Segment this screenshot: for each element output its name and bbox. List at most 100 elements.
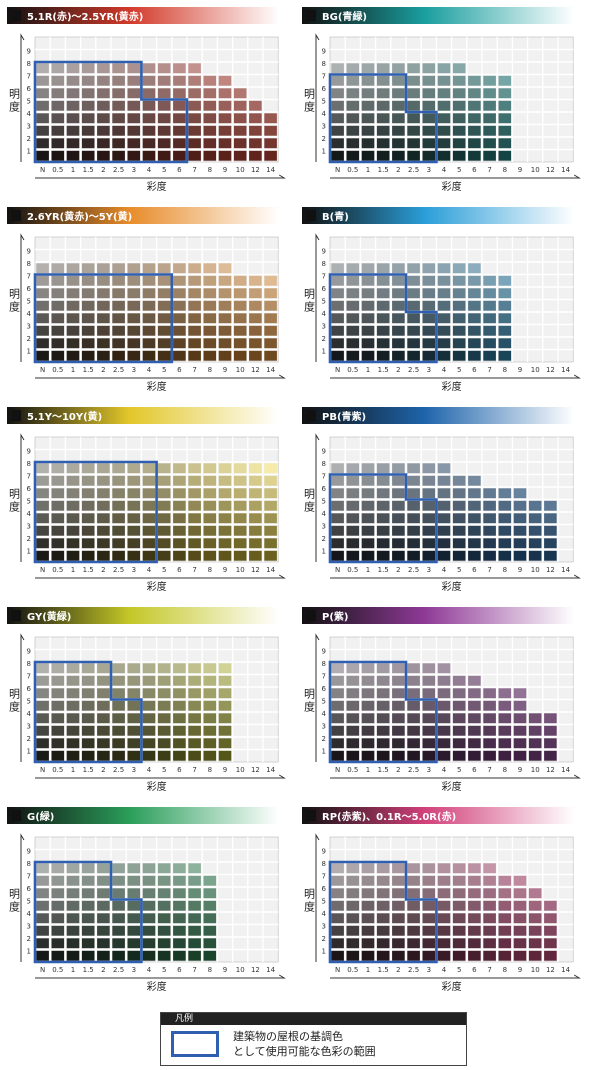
- color-cell: [188, 63, 201, 74]
- color-cell: [97, 663, 110, 674]
- color-cell: [173, 888, 186, 899]
- color-cell: [392, 288, 405, 299]
- color-cell: [66, 700, 80, 711]
- color-cell: [188, 288, 201, 299]
- chroma-tick-label: 3: [427, 966, 431, 974]
- color-cell: [173, 925, 186, 936]
- chroma-tick-label: 7: [487, 766, 491, 774]
- color-cell: [173, 475, 186, 486]
- color-cell: [422, 700, 436, 711]
- color-cell: [346, 913, 360, 924]
- color-cell: [203, 950, 217, 961]
- color-cell: [346, 875, 360, 886]
- color-cell: [376, 500, 390, 511]
- value-tick-label: 6: [322, 285, 327, 293]
- color-cell: [437, 513, 451, 524]
- color-cell: [81, 938, 95, 949]
- color-cell: [51, 75, 65, 86]
- color-cell: [142, 900, 156, 911]
- color-cell: [498, 875, 512, 886]
- color-cell: [422, 113, 436, 124]
- color-cell: [173, 750, 186, 761]
- color-cell: [468, 713, 481, 724]
- color-cell: [66, 125, 80, 136]
- color-cell: [142, 913, 156, 924]
- value-tick-label: 1: [322, 548, 326, 556]
- color-cell: [437, 925, 451, 936]
- title-square-icon: [11, 210, 21, 221]
- chroma-tick-label: 6: [472, 166, 477, 174]
- color-cell: [346, 863, 360, 874]
- color-cell: [361, 700, 375, 711]
- color-cell: [452, 350, 466, 361]
- value-tick-label: 1: [27, 748, 31, 756]
- color-cell: [483, 313, 496, 324]
- color-cell: [392, 263, 405, 274]
- color-cell: [392, 900, 405, 911]
- color-cell: [468, 700, 481, 711]
- color-cell: [249, 538, 262, 549]
- color-cell: [203, 913, 217, 924]
- chroma-tick-label: 10: [236, 366, 245, 374]
- chroma-tick-label: 10: [236, 566, 245, 574]
- color-cell: [142, 688, 156, 699]
- value-tick-label: 8: [322, 260, 326, 268]
- color-cell: [66, 488, 80, 499]
- color-cell: [528, 538, 542, 549]
- color-cell: [376, 525, 390, 536]
- color-cell: [392, 663, 405, 674]
- value-axis-label: 明: [9, 288, 20, 301]
- chroma-tick-label: 7: [487, 966, 491, 974]
- color-cell: [376, 263, 390, 274]
- color-cell: [376, 538, 390, 549]
- color-cell: [483, 925, 496, 936]
- color-cell: [452, 713, 466, 724]
- color-cell: [249, 488, 262, 499]
- value-tick-label: 2: [27, 535, 31, 543]
- color-cell: [188, 313, 201, 324]
- color-cell: [513, 750, 527, 761]
- color-cell: [112, 900, 125, 911]
- chroma-tick-label: 7: [192, 766, 196, 774]
- color-cell: [528, 725, 542, 736]
- chroma-tick-label: 2: [396, 166, 400, 174]
- permitted-range-outline: [33, 60, 189, 164]
- color-cell: [422, 75, 436, 86]
- color-cell: [127, 138, 141, 149]
- color-cell: [97, 550, 110, 561]
- color-cell: [249, 150, 262, 161]
- chroma-tick-label: 9: [518, 966, 522, 974]
- chroma-tick-label: 1.5: [378, 166, 389, 174]
- color-cell: [468, 475, 481, 486]
- color-cell: [173, 513, 186, 524]
- value-axis-label: 明: [304, 288, 315, 301]
- color-cell: [127, 100, 141, 111]
- color-cell: [97, 538, 110, 549]
- color-cell: [142, 713, 156, 724]
- color-cell: [218, 750, 232, 761]
- color-cell: [112, 738, 125, 749]
- color-cell: [331, 138, 344, 149]
- chroma-tick-label: 7: [192, 166, 196, 174]
- color-cell: [112, 113, 125, 124]
- color-cell: [437, 88, 451, 99]
- color-cell: [544, 738, 557, 749]
- color-cell: [173, 138, 186, 149]
- chroma-tick-label: 6: [177, 366, 182, 374]
- color-cell: [218, 125, 232, 136]
- chroma-axis-label: 彩度: [147, 180, 167, 193]
- color-cell: [544, 950, 557, 961]
- color-cell: [498, 513, 512, 524]
- color-cell: [36, 513, 49, 524]
- chroma-tick-label: 14: [561, 166, 570, 174]
- color-cell: [422, 100, 436, 111]
- color-cell: [173, 338, 186, 349]
- color-cell: [81, 300, 95, 311]
- color-cell: [81, 513, 95, 524]
- color-cell: [498, 713, 512, 724]
- title-square-icon: [306, 10, 316, 21]
- value-tick-label: 9: [322, 448, 326, 456]
- color-cell: [452, 500, 466, 511]
- color-cell: [331, 863, 344, 874]
